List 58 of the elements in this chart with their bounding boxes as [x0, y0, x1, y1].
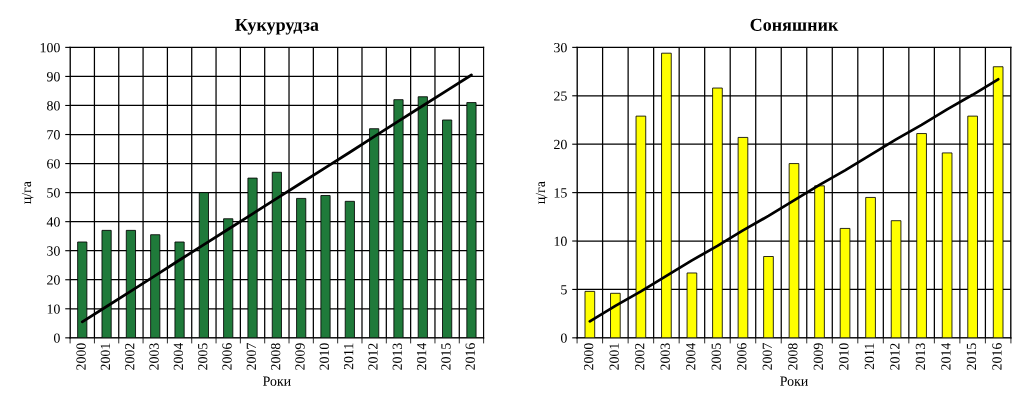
y-tick-label: 100 — [40, 42, 60, 53]
y-tick-label: 10 — [554, 236, 567, 246]
y-tick-label: 5 — [561, 285, 567, 295]
y-tick-label: 60 — [47, 159, 60, 169]
x-tick-label: 2005 — [197, 343, 208, 370]
x-tick-label: 2005 — [711, 343, 721, 370]
x-tick-label: 2015 — [441, 343, 451, 370]
y-axis-title: ц/га — [21, 181, 34, 204]
x-tick-label: 2014 — [416, 342, 427, 370]
x-tick-label: 2002 — [125, 343, 135, 370]
x-tick-label: 2000 — [76, 343, 86, 370]
x-tick-label: 2008 — [788, 343, 798, 370]
x-tick-label: 2003 — [660, 343, 670, 370]
x-tick-label: 2014 — [941, 342, 951, 370]
x-tick-label: 2007 — [246, 343, 257, 370]
y-tick-label: 20 — [554, 139, 567, 150]
y-tick-label: 20 — [47, 275, 60, 285]
x-tick-label: 2002 — [634, 343, 645, 370]
x-tick-label: 2006 — [737, 343, 747, 370]
x-tick-label: 2004 — [686, 342, 696, 370]
x-tick-label: 2001 — [609, 343, 619, 370]
x-tick-label: 2011 — [343, 343, 354, 370]
y-tick-label: 10 — [47, 304, 60, 314]
y-tick-label: 25 — [554, 91, 567, 101]
y-tick-label: 50 — [47, 188, 60, 198]
x-tick-label: 2016 — [992, 343, 1002, 370]
x-tick-label: 2009 — [295, 343, 305, 370]
y-tick-label: 80 — [47, 101, 60, 111]
x-tick-label: 2015 — [966, 343, 977, 370]
y-tick-label: 40 — [46, 217, 60, 227]
x-tick-label: 2011 — [864, 343, 875, 370]
x-tick-label: 2001 — [100, 343, 111, 370]
x-tick-label: 2012 — [890, 343, 900, 370]
y-tick-label: 70 — [47, 130, 60, 140]
y-tick-label: 15 — [554, 188, 567, 198]
x-tick-label: 2010 — [319, 343, 329, 370]
chart-title: Соняшник — [750, 18, 839, 31]
y-tick-label: 0 — [53, 333, 60, 343]
y-tick-label: 0 — [560, 333, 567, 343]
x-tick-label: 2003 — [149, 343, 159, 370]
x-tick-label: 2013 — [915, 343, 926, 370]
x-tick-label: 2010 — [839, 343, 849, 370]
y-tick-label: 90 — [46, 72, 60, 82]
x-tick-label: 2000 — [583, 343, 594, 370]
x-axis-title: Роки — [263, 376, 291, 386]
x-axis-title: Роки — [780, 376, 808, 386]
x-tick-label: 2012 — [368, 343, 378, 370]
y-tick-label: 30 — [554, 42, 567, 53]
x-tick-label: 2008 — [270, 343, 281, 370]
x-tick-label: 2013 — [392, 343, 402, 370]
x-tick-label: 2016 — [465, 343, 475, 370]
chart-title: Кукурудза — [235, 18, 319, 35]
y-axis-title: ц/га — [535, 181, 548, 204]
x-tick-label: 2007 — [762, 343, 772, 370]
y-tick-label: 30 — [47, 246, 60, 256]
x-tick-label: 2004 — [173, 342, 184, 370]
x-tick-label: 2009 — [813, 343, 823, 370]
x-tick-label: 2006 — [222, 343, 232, 370]
